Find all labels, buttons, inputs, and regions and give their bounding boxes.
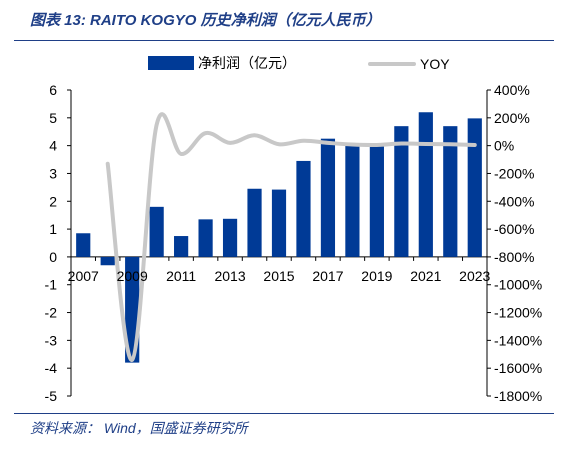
yoy-line [105,112,477,362]
x-tick-label: 2007 [68,268,99,284]
bar [345,145,360,257]
x-tick-label: 2021 [410,268,441,284]
y2-tick-label: 200% [494,110,530,126]
y-tick-label: 5 [49,110,57,126]
y2-tick-label: -800% [494,249,534,265]
bar [247,188,262,257]
bar [100,256,115,266]
bar [443,126,458,257]
y2-tick-label: 400% [494,82,530,98]
x-tick-label: 2017 [312,268,343,284]
x-tick-label: 2009 [117,268,148,284]
bar [198,219,213,257]
y2-tick-label: -1200% [494,305,542,321]
bar [418,112,433,257]
bar [394,126,409,257]
y-tick-label: 2 [49,193,57,209]
bar [271,189,287,257]
y-tick-label: -1 [45,277,58,293]
bar [174,236,189,257]
y2-tick-label: -1800% [494,388,542,404]
y-tick-label: 4 [49,138,57,154]
legend-swatch-net-profit [148,56,194,70]
bar [222,218,238,257]
legend: 净利润（亿元） YOY [148,55,450,72]
y-tick-label: 3 [49,165,57,181]
bar [467,118,482,257]
y-tick-label: -4 [45,360,58,376]
y2-tick-label: 0% [494,138,514,154]
title-rule [14,40,554,41]
y2-tick-label: -400% [494,193,534,209]
y-tick-label: -5 [45,388,58,404]
y2-tick-label: -1000% [494,277,542,293]
x-tick-label: 2015 [263,268,294,284]
y-tick-label: 0 [49,249,57,265]
source-note: 资料来源： Wind，国盛证券研究所 [30,420,248,436]
y-tick-label: 1 [49,221,57,237]
y2-tick-label: -600% [494,221,534,237]
x-tick-label: 2011 [166,268,196,284]
y2-tick-label: -200% [494,165,534,181]
y2-tick-label: -1400% [494,332,542,348]
x-tick-label: 2013 [214,268,245,284]
y-tick-label: -2 [45,305,58,321]
x-tick-label: 2023 [459,268,490,284]
x-tick-label: 2019 [361,268,392,284]
y-tick-label: 6 [49,82,57,98]
chart-title: 图表 13: RAITO KOGYO 历史净利润（亿元人民币） [30,12,381,29]
legend-label-net-profit: 净利润（亿元） [198,55,296,71]
bar [296,160,311,257]
y-tick-label: -3 [45,332,58,348]
source-rule [14,413,554,414]
bar [149,206,164,257]
bar [320,138,336,257]
y2-tick-label: -1600% [494,360,542,376]
bar [369,145,384,257]
legend-label-yoy: YOY [420,56,450,72]
bar [76,233,91,257]
